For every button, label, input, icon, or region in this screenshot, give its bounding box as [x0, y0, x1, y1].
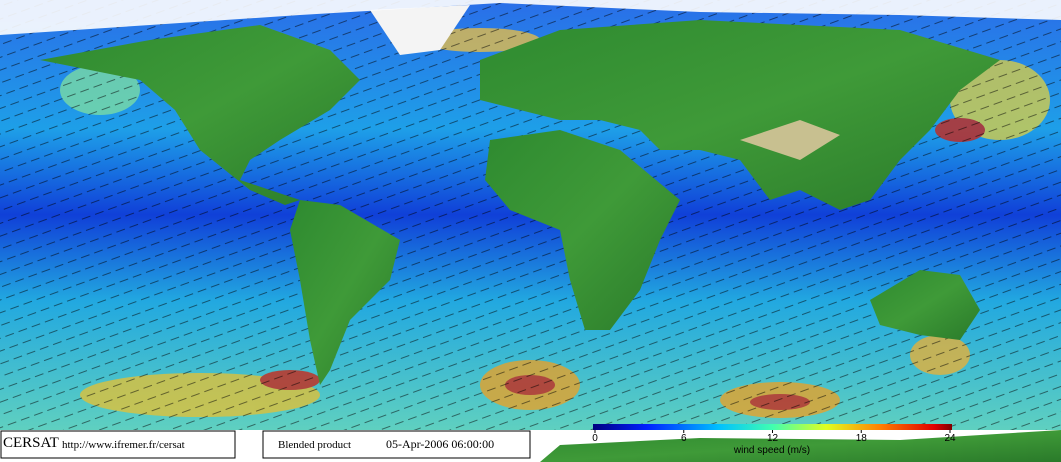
tibet-plateau [740, 120, 840, 160]
product: Blended product [278, 439, 351, 451]
url: http://www.ifremer.fr/cersat [62, 439, 185, 451]
date: 05-Apr-2006 06:00:00 [386, 437, 494, 451]
arctic-ice [0, 0, 1061, 35]
product-box [262, 430, 531, 459]
colorbar-label: wind speed (m/s) [733, 445, 810, 456]
continents [40, 20, 1061, 462]
colorbar [593, 424, 952, 430]
colorbar-tick-label: 0 [592, 433, 598, 444]
colorbar-tick-label: 18 [856, 433, 868, 444]
colorbar-tick-label: 12 [767, 433, 779, 444]
greenland-ice [370, 5, 470, 55]
colorbar-tick-label: 24 [944, 433, 956, 444]
logo: CERSAT [3, 435, 59, 451]
colorbar-tick-label: 6 [681, 433, 687, 444]
logo-box [0, 430, 236, 459]
colorbar-ticks: 0 6 12 18 24 [592, 430, 956, 444]
